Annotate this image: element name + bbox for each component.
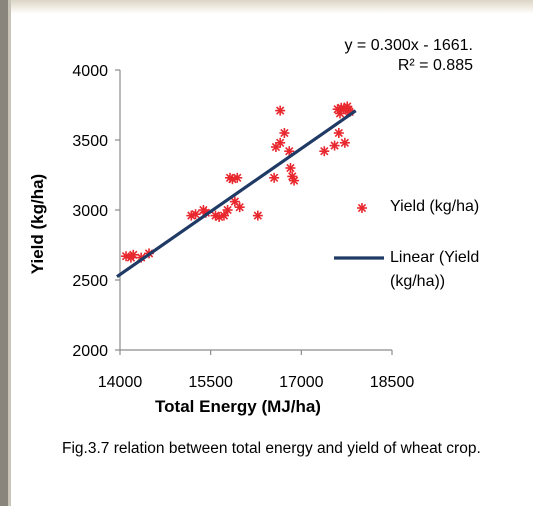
data-point <box>275 137 286 148</box>
y-axis-label: Yield (kg/ha) <box>28 174 47 274</box>
data-point <box>333 128 344 138</box>
page-frame-inner-edge <box>8 0 11 506</box>
y-tick-label: 3000 <box>72 203 108 220</box>
linear-trendline <box>116 109 357 278</box>
y-tick-label: 2000 <box>72 343 108 360</box>
y-tick-label: 3500 <box>72 133 108 150</box>
x-tick-label: 17000 <box>279 374 324 391</box>
data-point <box>229 196 240 207</box>
data-point <box>222 205 233 215</box>
chart-axes <box>115 69 393 355</box>
data-point <box>339 137 350 148</box>
y-tick-labels: 2000 2500 3000 3500 4000 <box>72 63 108 360</box>
x-tick-label: 18500 <box>370 374 415 391</box>
data-point <box>329 140 340 151</box>
data-point <box>232 172 243 183</box>
figure-caption: Fig.3.7 relation between total energy an… <box>62 440 481 457</box>
legend-entry-linear: Linear (Yield (kg/ha)) <box>390 249 480 290</box>
legend-markers <box>334 203 384 260</box>
data-point <box>214 212 225 222</box>
yield-points <box>121 101 355 263</box>
x-tick-label: 14000 <box>98 374 143 391</box>
data-point <box>279 128 290 138</box>
equation-line: y = 0.300x - 1661. <box>344 37 473 54</box>
page-frame-edge <box>0 0 8 506</box>
legend-entry-yield: Yield (kg/ha) <box>390 198 480 215</box>
data-point <box>285 163 296 173</box>
trendline <box>116 109 357 278</box>
x-axis-label: Total Energy (MJ/ha) <box>155 397 321 416</box>
data-point <box>190 209 201 220</box>
data-point <box>269 172 280 183</box>
data-point <box>289 175 300 186</box>
trendline-equation: y = 0.300x - 1661. R² = 0.885 <box>233 36 473 76</box>
data-point <box>218 210 229 221</box>
data-point <box>275 105 286 116</box>
y-tick-label: 2500 <box>72 273 108 290</box>
x-tick-label: 15500 <box>188 374 233 391</box>
y-tick-label: 4000 <box>72 63 108 80</box>
data-point <box>128 249 139 260</box>
x-tick-labels: 14000 15500 17000 18500 <box>98 374 415 391</box>
data-point <box>319 146 330 157</box>
r-squared-line: R² = 0.885 <box>397 57 473 74</box>
data-point <box>252 210 263 221</box>
legend-marker-yield <box>357 203 367 213</box>
data-point <box>234 202 245 213</box>
